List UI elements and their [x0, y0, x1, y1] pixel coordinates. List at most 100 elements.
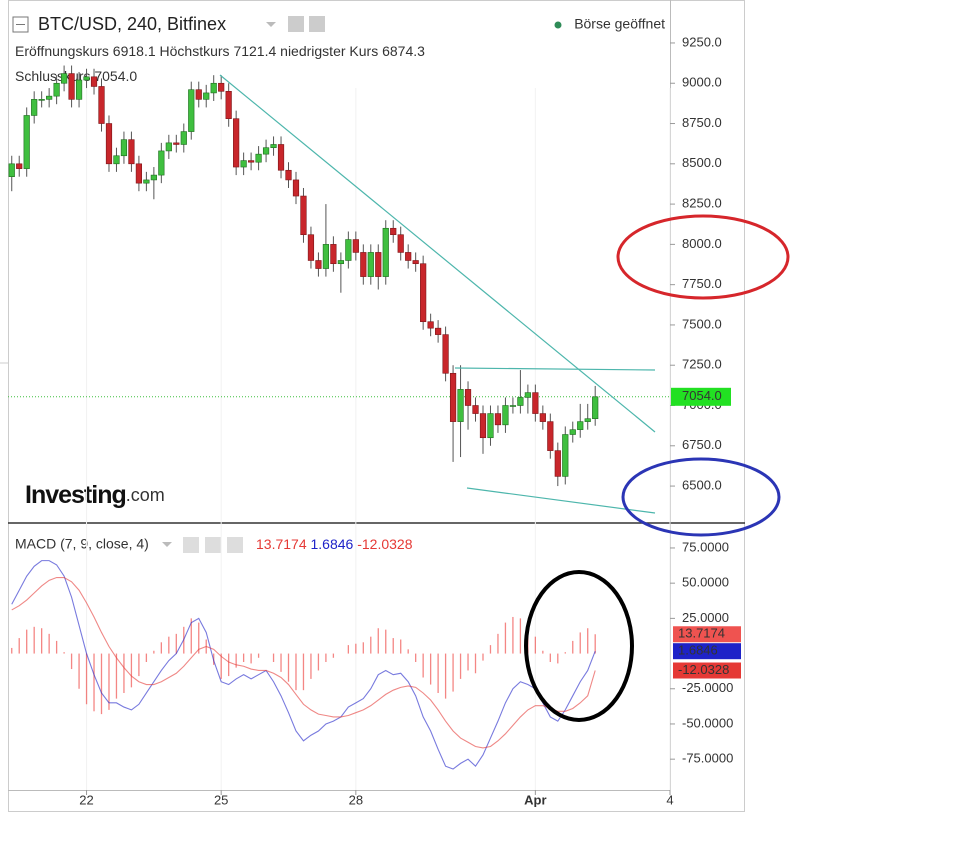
candle-body — [322, 244, 330, 269]
candle-body — [330, 244, 337, 265]
ohlc-name: Höchstkurs — [160, 43, 230, 59]
candle-body — [277, 144, 285, 171]
settings-icon[interactable] — [205, 537, 221, 553]
header-icon[interactable] — [12, 16, 29, 33]
candle-body — [472, 405, 479, 414]
candle-body — [584, 418, 591, 422]
highlight-circle — [621, 457, 781, 537]
candle-body — [53, 82, 60, 97]
chart-title: BTC/USD, 240, Bitfinex — [38, 14, 226, 34]
candle-body — [240, 160, 247, 168]
macd-title: MACD (7, 9, close, 4) — [15, 536, 149, 552]
dropdown-arrow[interactable] — [266, 22, 276, 27]
candle-body — [270, 144, 277, 148]
macd-legend: 13.7174 1.6846 -12.0328 — [256, 536, 413, 552]
candle-body — [524, 392, 531, 398]
candle-body — [449, 372, 457, 422]
candle-body — [427, 321, 434, 329]
candle-body — [307, 234, 315, 261]
logo-suffix: .com — [126, 485, 165, 505]
candle-body — [554, 450, 561, 477]
trend-line — [466, 487, 656, 514]
value-box-label: 1.6846 — [678, 643, 718, 658]
y-tick-label: 9250.0 — [682, 34, 722, 49]
candle-body — [412, 260, 419, 265]
menu-icon[interactable] — [12, 16, 29, 33]
candle-body — [180, 131, 187, 145]
dropdown-arrow[interactable] — [162, 542, 172, 547]
ohlc-value: 6918.1 — [113, 43, 156, 59]
candle-body — [98, 86, 105, 124]
candle-body — [315, 260, 322, 269]
x-tick-label: 22 — [79, 792, 93, 807]
status-dot — [554, 21, 562, 29]
candle-body — [218, 82, 225, 92]
y-tick-label: -75.0000 — [682, 751, 733, 766]
ohlc-value: 7054.0 — [94, 68, 137, 84]
candle-body — [210, 82, 217, 94]
candle-body — [345, 239, 352, 261]
macd-legend-value: 1.6846 — [311, 536, 354, 552]
close-icon[interactable] — [227, 537, 243, 553]
candle-body — [375, 252, 382, 277]
candle-body — [120, 139, 128, 157]
trend-line — [454, 367, 656, 371]
candle-body — [479, 413, 487, 439]
y-tick-label: 8750.0 — [682, 115, 722, 130]
candle-body — [382, 227, 389, 277]
candle-body — [105, 123, 113, 165]
candle-body — [352, 239, 359, 253]
candle-body — [592, 396, 599, 420]
y-tick-label: 8000.0 — [682, 236, 722, 251]
candle-body — [577, 421, 584, 430]
candle-body — [188, 89, 195, 132]
candle-body — [457, 389, 464, 422]
ohlc-value: 7121.4 — [233, 43, 276, 59]
settings-icon[interactable] — [309, 16, 325, 32]
x-tick-label: 25 — [214, 792, 228, 807]
candle-body — [68, 73, 75, 100]
highlight-circle — [616, 214, 790, 300]
candle-body — [90, 76, 98, 87]
candle-body — [539, 413, 546, 422]
y-tick-label: 9000.0 — [682, 75, 722, 90]
value-box — [673, 662, 741, 679]
candle-body — [464, 389, 472, 406]
candle-body — [300, 195, 307, 236]
candle-body — [158, 150, 165, 176]
y-tick-label: 8500.0 — [682, 155, 722, 170]
y-tick-label: 6500.0 — [682, 478, 722, 493]
settings-icon[interactable] — [288, 16, 304, 32]
candle-body — [435, 327, 442, 335]
frame — [8, 0, 745, 812]
indicator-line — [11, 576, 596, 749]
y-tick-label: 8250.0 — [682, 196, 722, 211]
y-tick-label: 7750.0 — [682, 276, 722, 291]
candle-body — [262, 147, 270, 155]
candle-body — [509, 405, 517, 407]
candle-body — [75, 79, 83, 100]
candle-body — [420, 263, 427, 323]
y-tick-label: 25.0000 — [682, 610, 729, 625]
settings-icon[interactable] — [183, 537, 199, 553]
macd-legend-value: -12.0328 — [357, 536, 412, 552]
value-box — [673, 626, 741, 643]
candle-body — [165, 142, 172, 152]
candle-body — [547, 421, 554, 451]
y-tick-label: 50.0000 — [682, 575, 729, 590]
candle-body — [113, 155, 120, 165]
candle-body — [532, 392, 539, 414]
candle-body — [233, 118, 240, 168]
trend-line — [219, 74, 656, 433]
market-status: Börse geöffnet — [574, 16, 665, 32]
x-tick-label: Apr — [524, 792, 546, 807]
candle-body — [135, 163, 143, 184]
candle-body — [38, 99, 45, 101]
candle-body — [61, 73, 68, 84]
logo: Investing.com — [25, 481, 165, 509]
macd-legend-value: 13.7174 — [256, 536, 307, 552]
value-box — [673, 643, 741, 660]
candle-body — [562, 434, 569, 477]
candle-body — [83, 76, 90, 81]
